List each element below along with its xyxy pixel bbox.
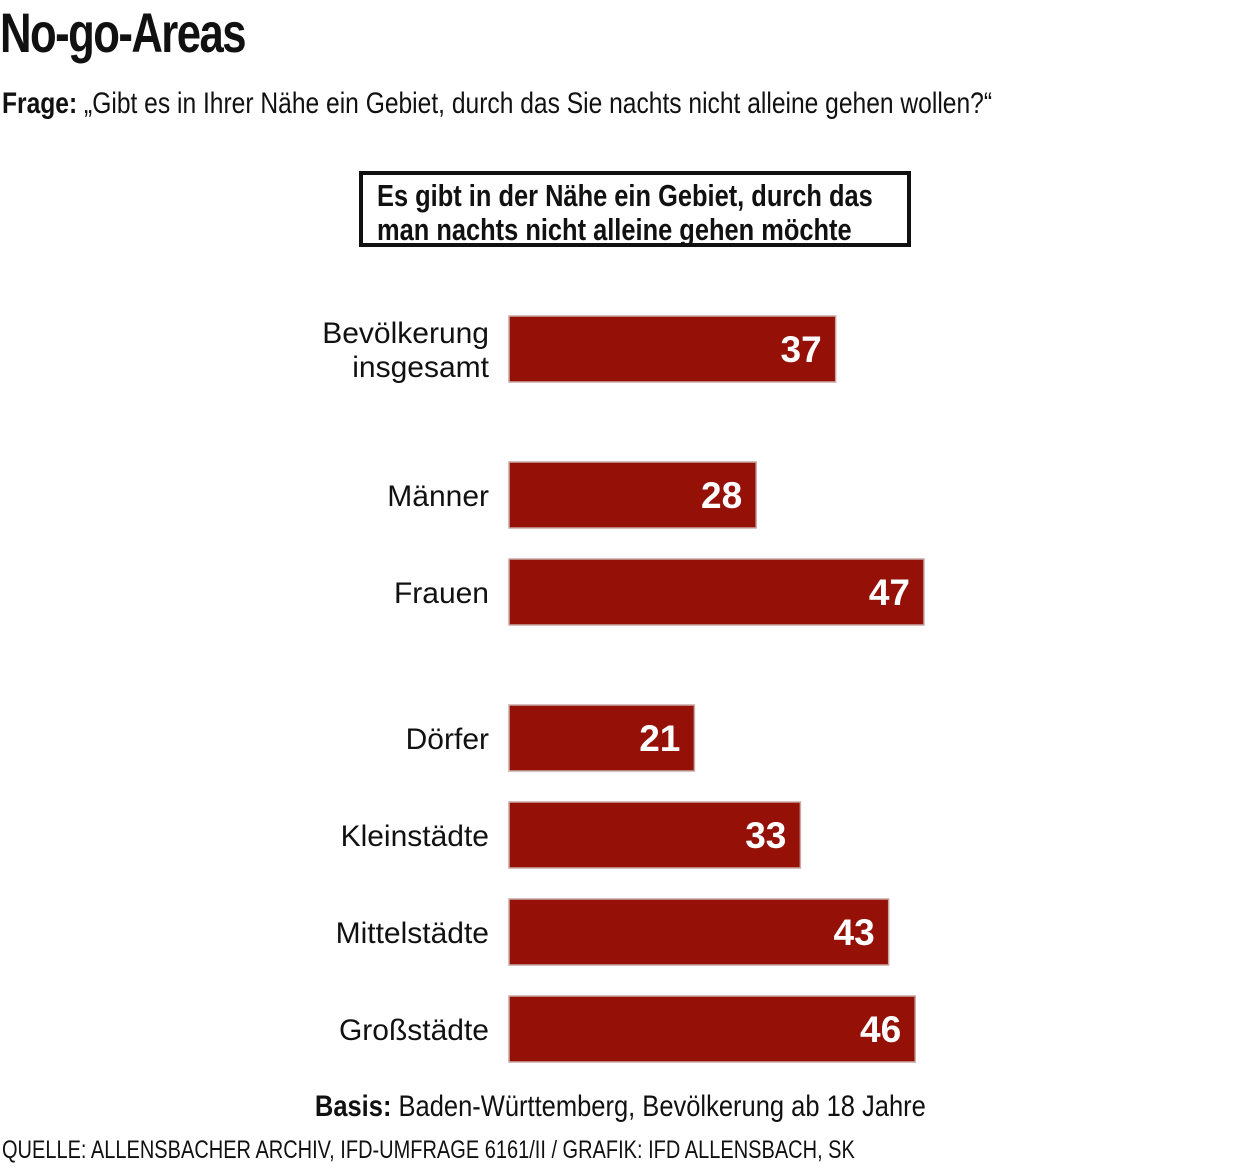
bar-3 bbox=[508, 558, 925, 626]
bar-value-label-2: 28 bbox=[701, 475, 742, 516]
basis-text: Baden-Württemberg, Bevölkerung ab 18 Jah… bbox=[398, 1090, 926, 1123]
bar-5 bbox=[508, 801, 802, 869]
basis-label: Basis: bbox=[314, 1090, 392, 1123]
bar-value-label-1: 37 bbox=[781, 329, 822, 370]
legend-line-1: Es gibt in der Nähe ein Gebiet, durch da… bbox=[377, 178, 873, 213]
bar-value-label-3: 47 bbox=[869, 572, 910, 613]
legend-box: Es gibt in der Nähe ein Gebiet, durch da… bbox=[359, 171, 911, 247]
category-label-3: Frauen bbox=[394, 577, 489, 610]
bar-value-label-6: 43 bbox=[834, 912, 875, 953]
category-label-4: Dörfer bbox=[406, 723, 489, 756]
bar-6 bbox=[508, 898, 890, 966]
category-label-1-line-2: insgesamt bbox=[352, 351, 489, 384]
question: Frage: „Gibt es in Ihrer Nähe ein Gebiet… bbox=[2, 86, 992, 122]
bar-7 bbox=[508, 995, 916, 1063]
category-label-6: Mittelstädte bbox=[336, 917, 489, 950]
question-text: „Gibt es in Ihrer Nähe ein Gebiet, durch… bbox=[84, 87, 993, 120]
bar-value-label-5: 33 bbox=[745, 815, 786, 856]
bar-1 bbox=[508, 315, 837, 383]
category-label-2: Männer bbox=[387, 480, 489, 513]
source-credit: QUELLE: ALLENSBACHER ARCHIV, IFD-UMFRAGE… bbox=[2, 1136, 855, 1164]
bar-4 bbox=[508, 704, 696, 772]
legend-line-2: man nachts nicht alleine gehen möchte bbox=[377, 212, 852, 247]
page-title: No-go-Areas bbox=[0, 1, 247, 64]
category-label-1-line-1: Bevölkerung bbox=[322, 317, 489, 350]
bar-value-label-4: 21 bbox=[639, 718, 680, 759]
basis-note: Basis: Baden-Württemberg, Bevölkerung ab… bbox=[0, 1090, 1240, 1124]
bar-value-label-7: 46 bbox=[860, 1009, 901, 1050]
category-label-7: Großstädte bbox=[339, 1014, 489, 1047]
bar-2 bbox=[508, 461, 757, 529]
question-label: Frage: bbox=[2, 87, 78, 120]
category-label-5: Kleinstädte bbox=[341, 820, 489, 853]
